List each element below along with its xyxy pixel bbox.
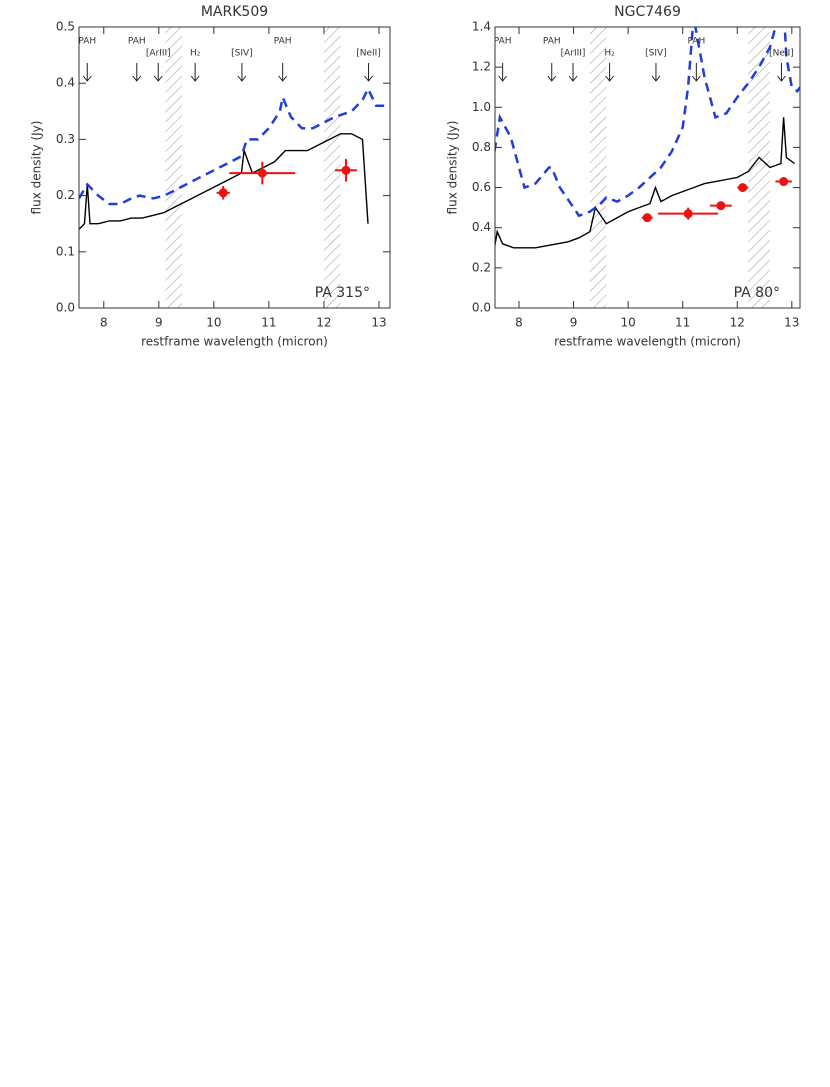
feature-label: [SIV]	[231, 49, 253, 59]
photometry-point	[341, 165, 351, 175]
x-tick-label: 9	[155, 316, 163, 330]
hatched-region	[589, 27, 607, 308]
x-tick-label: 9	[570, 316, 578, 330]
model-line	[495, 27, 800, 218]
x-tick-label: 10	[620, 316, 635, 330]
x-axis-label: restframe wavelength (micron)	[554, 335, 741, 349]
spectrum-line	[495, 117, 795, 249]
y-tick-label: 0.6	[472, 180, 491, 194]
feature-arrowhead	[237, 75, 247, 82]
feature-arrowhead	[651, 75, 661, 82]
photometry-point	[683, 209, 693, 219]
y-tick-label: 0.4	[472, 220, 491, 234]
feature-label: PAH	[687, 37, 705, 47]
photometry-point	[218, 188, 228, 198]
feature-arrowhead	[691, 75, 701, 82]
y-tick-label: 1.2	[472, 60, 491, 74]
y-axis-label: flux density (Jy)	[446, 121, 460, 215]
feature-label: PAH	[78, 37, 96, 47]
feature-label: [NeII]	[769, 49, 794, 59]
hatched-region	[748, 27, 770, 308]
feature-arrowhead	[605, 75, 614, 82]
hatched-region	[165, 27, 182, 308]
feature-label: PAH	[274, 37, 292, 47]
photometry-point	[257, 168, 267, 178]
chart-title: NGC7469	[614, 4, 681, 20]
x-tick-label: 12	[730, 316, 745, 330]
feature-arrowhead	[190, 75, 200, 82]
feature-arrowhead	[777, 75, 786, 82]
photometry-point	[779, 177, 789, 187]
pa-annotation: PA 80°	[734, 285, 780, 301]
x-tick-label: 13	[784, 316, 799, 330]
y-tick-label: 0.2	[56, 188, 75, 202]
plot-area	[79, 27, 388, 308]
y-tick-label: 0.4	[56, 76, 75, 90]
feature-label: [ArIII]	[146, 49, 171, 59]
y-tick-label: 0.5	[56, 20, 75, 34]
y-tick-label: 0.3	[56, 132, 75, 146]
panel: PAH PAH[ArIII] H₂ [SIV]PAH[NeII]8 9 10 11 12 130…	[30, 4, 391, 349]
feature-arrowhead	[568, 75, 578, 82]
x-tick-label: 8	[515, 316, 523, 330]
panel: PAH PAH[ArIII] H₂ [SIV]PAH[NeII]8 9 10 11 12 130…	[446, 4, 801, 349]
feature-label: H₂	[604, 49, 615, 59]
feature-label: [ArIII]	[561, 49, 586, 59]
plot-frame	[494, 26, 801, 309]
feature-arrowhead	[82, 75, 92, 82]
x-tick-label: 11	[675, 316, 690, 330]
photometry-point	[642, 213, 652, 223]
x-axis-label: restframe wavelength (micron)	[141, 335, 328, 349]
x-tick-label: 10	[206, 316, 221, 330]
feature-label: PAH	[543, 37, 561, 47]
chart-title: MARK509	[201, 4, 268, 20]
x-tick-label: 8	[100, 316, 108, 330]
y-tick-label: 0.1	[56, 244, 75, 258]
feature-label: PAH	[128, 37, 146, 47]
pa-annotation: PA 315°	[315, 285, 370, 301]
photometry-point	[738, 183, 748, 193]
y-tick-label: 1.0	[472, 100, 491, 114]
feature-arrowhead	[132, 75, 142, 82]
feature-label: PAH	[494, 37, 512, 47]
hatched-region	[323, 27, 341, 308]
photometry-point	[716, 201, 726, 211]
feature-arrowhead	[547, 75, 557, 82]
feature-label: [NeII]	[356, 49, 381, 59]
y-tick-label: 0.0	[56, 301, 75, 315]
feature-label: H₂	[190, 49, 201, 59]
x-tick-label: 13	[371, 316, 386, 330]
feature-arrowhead	[153, 75, 163, 82]
feature-label: [SIV]	[645, 49, 667, 59]
feature-arrowhead	[364, 75, 373, 82]
plot-area	[495, 27, 800, 308]
y-tick-label: 0.2	[472, 260, 491, 274]
feature-arrowhead	[278, 75, 288, 82]
feature-arrowhead	[498, 75, 508, 82]
model-line	[79, 85, 388, 206]
y-tick-label: 0.0	[472, 301, 491, 315]
spectrum-line	[79, 133, 369, 230]
x-tick-label: 12	[316, 316, 331, 330]
y-axis-label: flux density (Jy)	[30, 121, 44, 215]
y-tick-label: 1.4	[472, 20, 491, 34]
plot-frame	[78, 26, 391, 309]
x-tick-label: 11	[261, 316, 276, 330]
y-tick-label: 0.8	[472, 140, 491, 154]
